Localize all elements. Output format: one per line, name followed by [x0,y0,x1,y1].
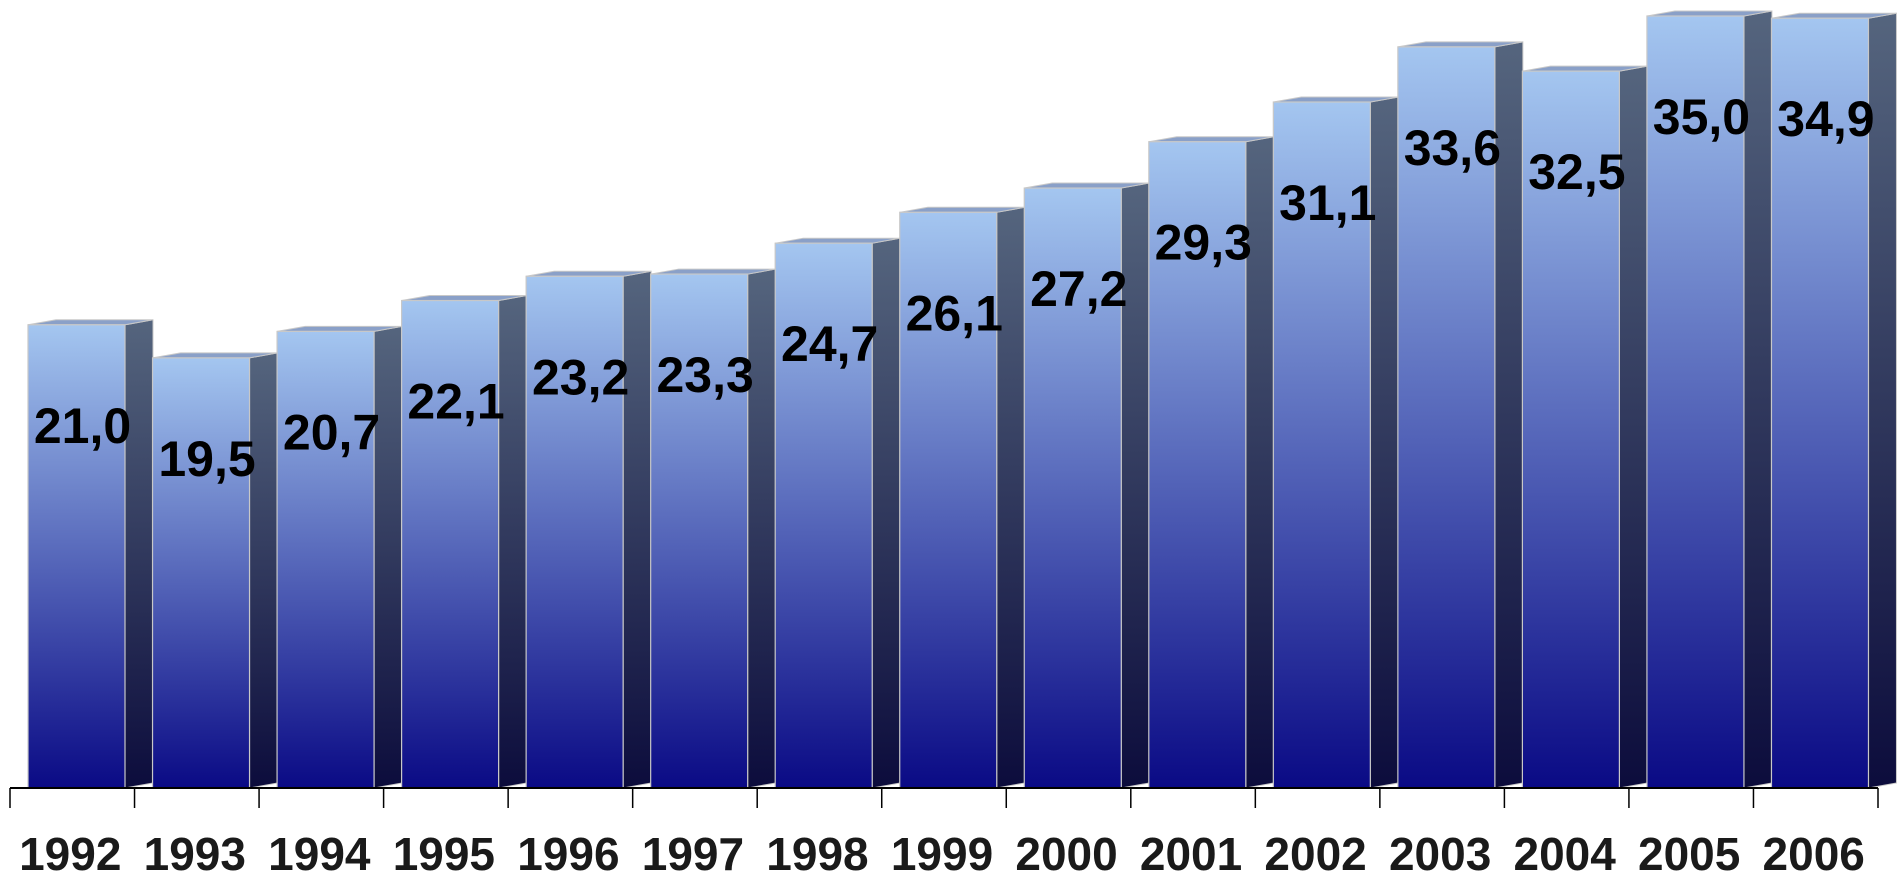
bar-2005: 35,0 [1646,10,1773,789]
data-label: 27,2 [1030,261,1127,317]
bar-front-face [1521,70,1621,789]
bars-group: 21,0 19,5 20,7 22,1 23,2 23,3 24,7 26,1 27,2 29,3… [27,10,1897,789]
bar-front-face [1770,17,1870,789]
x-tick-label: 2001 [1140,828,1242,877]
x-tick-label: 1995 [393,828,495,877]
x-tick-label: 1993 [144,828,246,877]
data-label: 34,9 [1777,91,1874,147]
bar-front-face [1148,141,1247,789]
bar-front-face [774,242,873,789]
bar-2001: 29,3 [1148,136,1275,789]
x-tick-label: 2005 [1638,828,1740,877]
data-label: 23,3 [657,347,754,403]
x-tick-label: 1999 [891,828,993,877]
data-label: 29,3 [1155,215,1252,271]
x-tick-label: 2006 [1763,828,1865,877]
bar-front-face [151,357,251,789]
bar-front-face [276,330,375,789]
bar-2006: 34,9 [1770,12,1897,789]
bar-1999: 26,1 [899,206,1026,789]
bar-1996: 23,2 [525,270,652,789]
x-tick-label: 1994 [268,828,371,877]
x-tick-label: 2004 [1513,828,1616,877]
data-label: 24,7 [781,316,878,372]
bar-1993: 19,5 [151,352,279,789]
bar-front-face [1646,15,1745,789]
data-label: 22,1 [407,374,504,430]
x-tick-label: 2000 [1015,828,1117,877]
x-axis [9,787,1879,808]
bar-2003: 33,6 [1397,41,1524,789]
data-label: 26,1 [906,285,1003,341]
bar-front-face [899,211,998,789]
data-label: 23,2 [532,349,629,405]
bar-side-face [124,319,154,789]
x-tick-label: 1997 [642,828,744,877]
bar-front-face [1272,101,1371,789]
bar-1997: 23,3 [650,268,777,789]
bar-side-face [498,294,528,789]
x-tick-label: 1998 [766,828,868,877]
data-label: 33,6 [1404,120,1501,176]
bar-front-face [401,299,500,789]
bar-2004: 32,5 [1521,65,1648,789]
x-tick-label: 2002 [1264,828,1366,877]
bar-2000: 27,2 [1023,182,1150,789]
data-label: 20,7 [283,404,380,460]
bar-2002: 31,1 [1272,96,1399,789]
bar-1992: 21,0 [27,319,154,789]
x-tick-label: 1996 [517,828,619,877]
data-label: 35,0 [1653,89,1750,145]
x-tick-label: 1992 [19,828,121,877]
data-label: 31,1 [1279,175,1376,231]
bar-front-face [1397,46,1496,789]
x-tick-label: 2003 [1389,828,1491,877]
x-tick-labels: 1992 1993 1994 1995 1996 1997 1998 1999 2000 2001… [19,828,1865,877]
data-label: 19,5 [158,431,255,487]
bar-front-face [27,324,126,789]
data-label: 32,5 [1528,144,1625,200]
bar-1995: 22,1 [401,294,528,789]
bar-1998: 24,7 [774,237,901,789]
data-label: 21,0 [34,398,131,454]
bar-side-face [249,352,279,789]
bar-1994: 20,7 [276,325,403,789]
bar-side-face [373,325,403,789]
bar-front-face [650,273,749,789]
bar-front-face [1023,187,1122,789]
